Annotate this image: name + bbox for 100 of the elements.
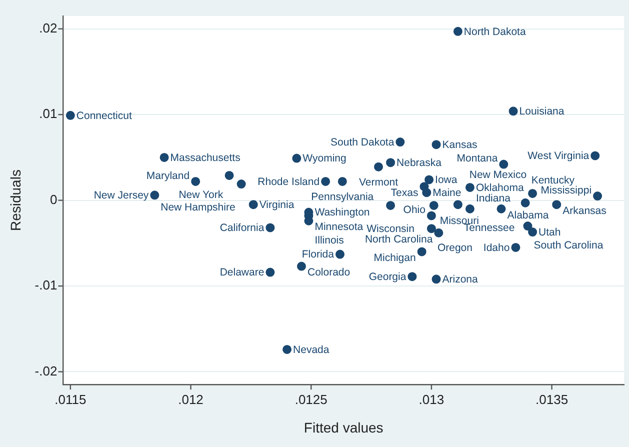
point (426, 211, 436, 220)
data-label: Mississippi (540, 184, 592, 196)
data-label: Pennsylvania (311, 190, 374, 203)
point (552, 200, 562, 210)
data-label: Kentucky (531, 174, 576, 186)
point (292, 154, 302, 163)
point (160, 152, 169, 162)
x-tick-label: .013 (418, 392, 444, 407)
data-label: North Carolina (364, 233, 433, 246)
point (465, 204, 474, 214)
data-label: Wisconsin (366, 222, 415, 235)
point (528, 228, 538, 237)
data-label: Idaho (483, 242, 510, 254)
point (224, 170, 234, 180)
data-label: New York (178, 188, 224, 201)
data-label: Vermont (358, 176, 398, 188)
data-label: Florida (302, 248, 334, 261)
data-label: North Dakota (464, 26, 526, 38)
x-tick-label: .0125 (294, 392, 328, 407)
point (590, 151, 600, 160)
point (296, 262, 306, 271)
point (511, 242, 520, 252)
data-label: Minnesota (314, 221, 364, 234)
data-label: Utah (538, 226, 561, 238)
data-label: Nebraska (396, 156, 442, 169)
data-label: Virginia (259, 198, 294, 211)
data-label: Arizona (442, 274, 478, 286)
point (496, 204, 506, 214)
data-label: New Mexico (469, 168, 527, 181)
point (593, 192, 602, 201)
y-tick-label: .01 (39, 106, 58, 122)
point (321, 176, 330, 186)
point (338, 176, 347, 186)
point (66, 110, 75, 120)
point (465, 182, 474, 192)
point (386, 200, 396, 210)
data-label: Alabama (507, 209, 549, 222)
point (422, 188, 432, 198)
data-label: Maryland (146, 170, 190, 182)
x-axis-title: Fitted values (304, 419, 384, 436)
x-tick-label: .012 (178, 392, 204, 407)
point (453, 26, 462, 36)
data-label: Oklahoma (476, 182, 524, 194)
data-label: Kansas (442, 138, 478, 151)
point (282, 344, 292, 354)
point (453, 200, 462, 210)
point (236, 180, 246, 189)
data-label: California (220, 222, 264, 234)
y-axis-title: Residuals (7, 170, 24, 232)
data-label: South Dakota (330, 136, 394, 148)
y-tick-label: 0 (50, 192, 58, 207)
point (417, 247, 426, 256)
y-tick-label: -.02 (34, 363, 58, 378)
data-label: Illinois (314, 234, 344, 246)
point (508, 106, 518, 116)
point (335, 250, 344, 259)
point (528, 188, 538, 198)
point (424, 175, 434, 184)
y-tick-label: .02 (39, 20, 58, 36)
data-label: Oregon (437, 242, 473, 254)
point (266, 223, 275, 232)
data-label: Wyoming (302, 152, 346, 165)
point (429, 200, 438, 210)
point (374, 162, 383, 172)
point (396, 138, 405, 147)
point (150, 190, 160, 200)
data-label: Texas (390, 186, 418, 199)
data-label: New Jersey (94, 190, 150, 202)
data-label: Indiana (476, 192, 511, 204)
point (432, 274, 441, 284)
data-label: South Carolina (534, 239, 604, 252)
data-label: Nevada (293, 344, 330, 356)
data-label: Georgia (368, 270, 406, 283)
data-label: New Hampshire (160, 201, 236, 214)
data-label: Delaware (220, 266, 264, 279)
point (426, 224, 436, 234)
data-label: Washington (314, 206, 370, 219)
y-tick-label: -.01 (34, 278, 58, 293)
data-label: Iowa (435, 174, 458, 186)
data-label: Ohio (403, 204, 426, 216)
point (386, 158, 396, 168)
x-tick-label: .0135 (536, 392, 568, 407)
data-label: Michigan (374, 252, 416, 264)
point (432, 140, 441, 150)
point (499, 160, 508, 169)
point (434, 228, 444, 238)
data-label: Arkansas (562, 204, 606, 217)
data-label: Rhode Island (258, 176, 320, 188)
point (191, 176, 200, 186)
point (520, 198, 530, 208)
data-label: Montana (456, 152, 498, 165)
x-tick-label: .0115 (54, 392, 86, 407)
data-label: Colorado (307, 266, 350, 279)
point (408, 272, 417, 282)
point (248, 200, 258, 210)
data-label: Massachusetts (170, 152, 240, 164)
data-label: West Virginia (528, 150, 590, 162)
data-label: Maine (432, 186, 462, 199)
point (523, 222, 532, 231)
data-label: Louisiana (519, 106, 564, 118)
